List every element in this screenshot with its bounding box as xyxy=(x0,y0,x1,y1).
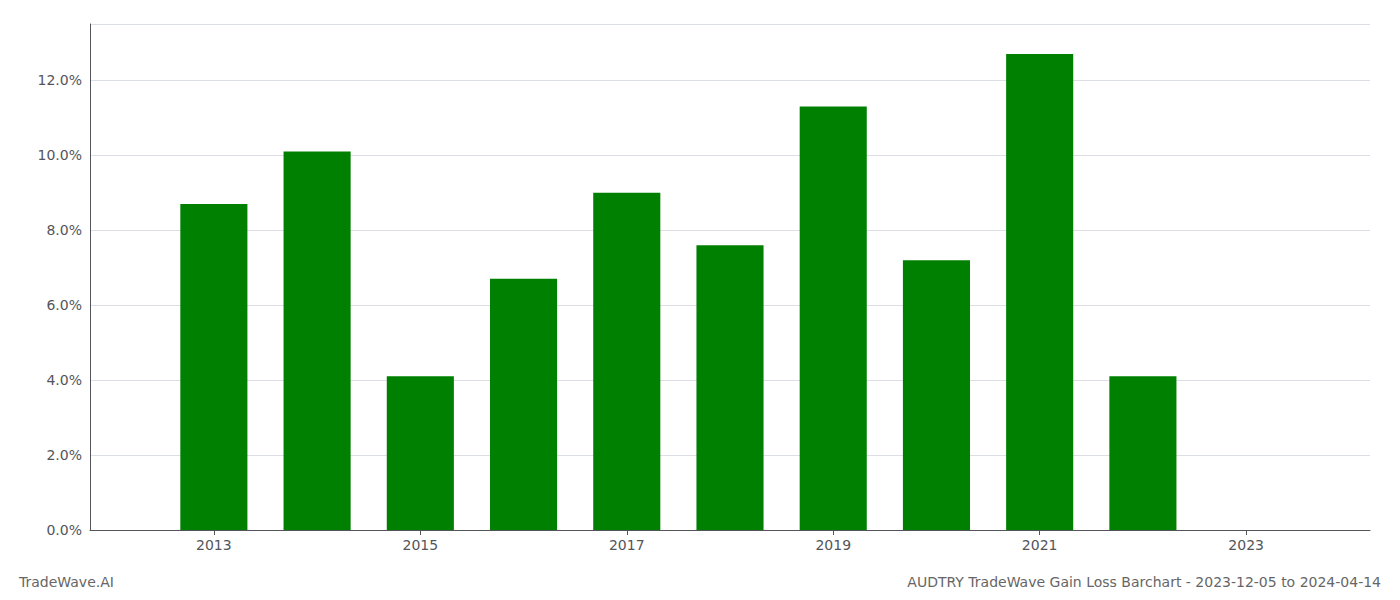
svg-text:2013: 2013 xyxy=(196,537,232,553)
svg-text:0.0%: 0.0% xyxy=(46,522,82,538)
svg-text:8.0%: 8.0% xyxy=(46,222,82,238)
svg-text:6.0%: 6.0% xyxy=(46,297,82,313)
svg-text:4.0%: 4.0% xyxy=(46,372,82,388)
svg-text:2019: 2019 xyxy=(815,537,851,553)
svg-text:12.0%: 12.0% xyxy=(38,72,82,88)
svg-text:TradeWave.AI: TradeWave.AI xyxy=(18,574,114,590)
svg-text:2015: 2015 xyxy=(403,537,439,553)
svg-text:2021: 2021 xyxy=(1022,537,1058,553)
svg-text:10.0%: 10.0% xyxy=(38,147,82,163)
svg-text:2017: 2017 xyxy=(609,537,645,553)
svg-text:2.0%: 2.0% xyxy=(46,447,82,463)
svg-text:2023: 2023 xyxy=(1228,537,1264,553)
svg-text:AUDTRY TradeWave Gain Loss Bar: AUDTRY TradeWave Gain Loss Barchart - 20… xyxy=(907,574,1381,590)
